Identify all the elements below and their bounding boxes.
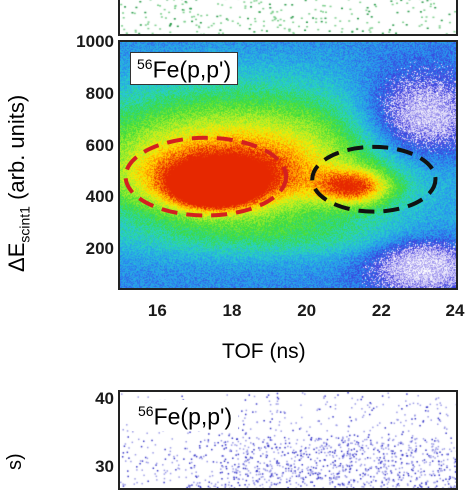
y-tick-200: 200: [85, 239, 114, 259]
panel-label-main: 56Fe(p,p'): [130, 52, 239, 85]
x-axis-label: TOF (ns): [222, 340, 306, 363]
y-tick-600: 600: [85, 135, 114, 155]
main-heatmap-panel: 56Fe(p,p'): [118, 40, 458, 290]
x-tick-20: 20: [297, 301, 317, 320]
ellipse-overlay: [123, 135, 438, 218]
top-partial-plot: [118, 0, 458, 36]
y-tick-400: 400: [85, 187, 114, 207]
bottom-scatter-panel: 56Fe(p,p'): [118, 390, 458, 490]
bottom-y-axis-label: s): [4, 453, 26, 470]
bottom-y-tick-30: 30: [95, 457, 114, 477]
y-axis-label: ΔEscint1 (arb. units): [4, 94, 33, 272]
x-tick-22: 22: [371, 301, 391, 320]
y-tick-800: 800: [85, 83, 114, 103]
black-dashed-ellipse: [310, 144, 438, 214]
bottom-y-tick-40: 40: [95, 388, 114, 408]
x-tick-16: 16: [147, 301, 167, 320]
y-tick-1000: 1000: [76, 32, 114, 51]
x-tick-24: 24: [445, 301, 465, 320]
panel-label-bottom: 56Fe(p,p'): [132, 400, 239, 431]
red-dashed-ellipse: [123, 135, 289, 218]
x-tick-18: 18: [222, 301, 242, 320]
top-strip-scatter: [120, 0, 456, 34]
